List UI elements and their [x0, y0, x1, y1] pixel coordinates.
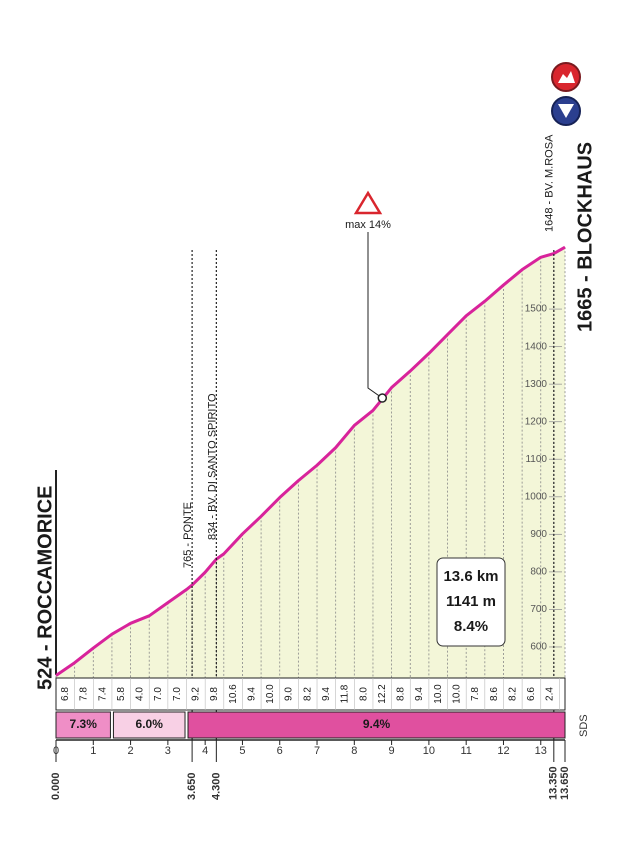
- waypoint-label: 834 - BV. DI SANTO SPIRITO: [206, 393, 218, 540]
- x-tick-label: 11: [460, 745, 471, 757]
- x-tick-label: 9: [389, 745, 395, 757]
- summary-line: 1141 m: [446, 593, 496, 610]
- distance-label: 4.300: [210, 772, 222, 800]
- plot: 600 700 800 900 1000 1100 1200 1300 1400 1500 765 …: [50, 134, 590, 800]
- gradient-label: 2.4: [545, 687, 556, 701]
- distance-label: 13.650: [559, 766, 571, 800]
- gradient-label: 10.0: [265, 684, 276, 704]
- gradient-label: 10.0: [433, 684, 444, 704]
- waypoint-label: 1648 - BV. M.ROSA: [544, 134, 556, 232]
- max-icon: [353, 190, 383, 215]
- gradient-label: 8.2: [507, 687, 518, 701]
- start-label: 524 - ROCCAMORICE: [34, 486, 56, 690]
- y-tick-label: 1300: [525, 379, 548, 390]
- gradient-label: 10.0: [452, 684, 463, 704]
- gradient-label: 4.0: [135, 687, 146, 701]
- summary-line: 8.4%: [454, 618, 488, 635]
- y-tick-label: 1200: [525, 416, 548, 427]
- x-tick-label: 5: [239, 745, 245, 757]
- y-tick-label: 1100: [525, 454, 547, 465]
- y-tick-label: 1000: [525, 491, 548, 502]
- distance-label: 13.350: [548, 766, 560, 800]
- gradient-label: 9.8: [209, 687, 220, 701]
- gradient-label: 8.2: [302, 687, 313, 701]
- gradient-label: 7.4: [97, 687, 108, 701]
- gradient-label: 7.0: [172, 687, 183, 701]
- x-tick-label: 2: [128, 745, 134, 757]
- icons: [551, 62, 581, 126]
- max-leader: [367, 232, 383, 399]
- profile-line: [55, 245, 566, 677]
- y-tick-label: 700: [530, 604, 547, 615]
- gradient-label: 9.4: [321, 687, 332, 701]
- source-label: SDS: [578, 714, 590, 737]
- gradient-label: 8.6: [489, 687, 500, 701]
- segment: [55, 711, 111, 739]
- summary-line: 13.6 km: [443, 568, 498, 585]
- climb-glyph: [558, 71, 575, 83]
- gradient-label: 12.2: [377, 684, 388, 704]
- segment: [187, 711, 566, 739]
- x-tick-label: 7: [314, 745, 320, 757]
- x-tick-label: 6: [277, 745, 283, 757]
- gradient-label: 7.8: [470, 687, 481, 701]
- gradient-row: [55, 677, 566, 711]
- y-tick-label: 900: [530, 529, 547, 540]
- x-tick-label: 10: [423, 745, 435, 757]
- gradient-label: 8.0: [358, 687, 369, 701]
- x-tick-label: 1: [90, 745, 96, 757]
- y-tick-label: 600: [530, 642, 547, 653]
- gradient-label: 8.8: [396, 687, 407, 701]
- segment-label: 6.0%: [136, 717, 164, 731]
- waypoint-label: 765 - PONTE: [182, 502, 194, 568]
- gradient-label: 5.8: [116, 687, 127, 701]
- x-tick-label: 3: [165, 745, 171, 757]
- gradient-label: 11.8: [340, 684, 351, 703]
- gradient-label: 9.0: [284, 687, 295, 701]
- x-tick-label: 4: [202, 745, 208, 757]
- x-tick-label: 13: [535, 745, 547, 757]
- segment-label: 7.3%: [70, 717, 98, 731]
- x-tick-label: 8: [351, 745, 357, 757]
- y-tick-label: 1500: [525, 304, 548, 315]
- y-tick-label: 800: [530, 567, 547, 578]
- finish-label: 1665 - BLOCKHAUS: [574, 142, 596, 332]
- y-tick-label: 1400: [525, 341, 548, 352]
- gradient-label: 6.6: [526, 687, 537, 701]
- gradient-label: 6.8: [60, 687, 71, 701]
- segment-label: 9.4%: [363, 717, 391, 731]
- gradient-label: 9.2: [190, 687, 201, 701]
- gradient-label: 9.4: [246, 687, 257, 701]
- finish-glyph: [558, 104, 574, 118]
- gradient-label: 10.6: [228, 684, 239, 704]
- gradient-label: 9.4: [414, 687, 425, 701]
- gradient-label: 7.0: [153, 687, 164, 701]
- max-point: [377, 393, 388, 403]
- distance-label: 3.650: [186, 772, 198, 800]
- summary-box: [436, 557, 506, 647]
- gradient-label: 7.8: [79, 687, 90, 701]
- distance-label: 0.000: [50, 772, 62, 800]
- segment: [112, 711, 186, 739]
- x-tick-label: 12: [497, 745, 509, 757]
- max-label: max 14%: [345, 219, 391, 231]
